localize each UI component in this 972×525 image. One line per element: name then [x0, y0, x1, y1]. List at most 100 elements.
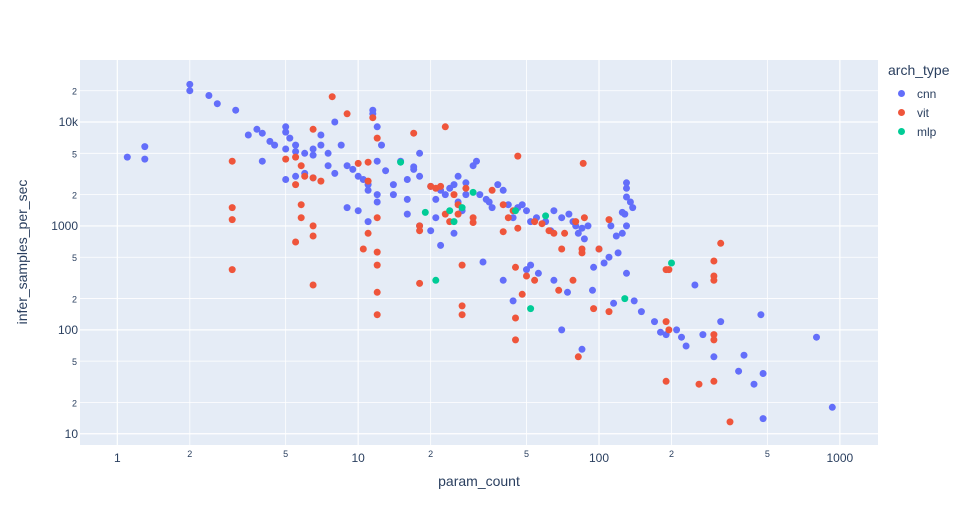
- point-vit[interactable]: [282, 155, 290, 163]
- point-cnn[interactable]: [373, 123, 381, 131]
- point-cnn[interactable]: [623, 269, 630, 277]
- point-vit[interactable]: [354, 159, 362, 167]
- point-vit[interactable]: [514, 152, 522, 160]
- point-mlp[interactable]: [668, 259, 675, 267]
- point-vit[interactable]: [578, 249, 586, 257]
- point-vit[interactable]: [580, 214, 588, 222]
- point-cnn[interactable]: [354, 172, 362, 180]
- point-cnn[interactable]: [337, 141, 345, 149]
- point-vit[interactable]: [292, 153, 300, 161]
- point-cnn[interactable]: [485, 198, 493, 206]
- point-vit[interactable]: [373, 311, 381, 319]
- point-cnn[interactable]: [317, 141, 325, 149]
- point-cnn[interactable]: [691, 281, 699, 289]
- point-cnn[interactable]: [717, 318, 725, 326]
- point-cnn[interactable]: [509, 214, 517, 222]
- legend-item-mlp[interactable]: mlp: [888, 122, 949, 141]
- point-vit[interactable]: [309, 125, 317, 133]
- point-cnn[interactable]: [740, 351, 748, 359]
- point-cnn[interactable]: [364, 218, 372, 226]
- point-cnn[interactable]: [550, 276, 558, 284]
- point-vit[interactable]: [558, 245, 566, 253]
- point-mlp[interactable]: [621, 295, 629, 303]
- point-cnn[interactable]: [473, 157, 480, 165]
- point-vit[interactable]: [590, 305, 598, 313]
- point-vit[interactable]: [488, 186, 496, 194]
- point-vit[interactable]: [450, 191, 458, 199]
- point-cnn[interactable]: [437, 241, 445, 249]
- point-vit[interactable]: [416, 279, 424, 287]
- point-cnn[interactable]: [637, 308, 645, 316]
- point-cnn[interactable]: [759, 370, 767, 377]
- point-cnn[interactable]: [759, 415, 767, 423]
- point-cnn[interactable]: [450, 229, 458, 237]
- point-vit[interactable]: [726, 418, 734, 426]
- point-cnn[interactable]: [523, 207, 530, 215]
- point-cnn[interactable]: [141, 155, 149, 163]
- point-vit[interactable]: [416, 222, 424, 230]
- point-cnn[interactable]: [432, 214, 440, 222]
- point-vit[interactable]: [373, 288, 381, 296]
- point-vit[interactable]: [297, 214, 305, 222]
- point-cnn[interactable]: [403, 210, 411, 218]
- point-cnn[interactable]: [373, 198, 381, 206]
- point-cnn[interactable]: [427, 227, 435, 235]
- point-cnn[interactable]: [205, 92, 213, 99]
- point-cnn[interactable]: [364, 186, 372, 194]
- point-cnn[interactable]: [614, 249, 622, 257]
- point-cnn[interactable]: [699, 331, 707, 339]
- point-mlp[interactable]: [512, 207, 519, 215]
- point-vit[interactable]: [364, 229, 372, 237]
- point-cnn[interactable]: [286, 134, 294, 142]
- point-vit[interactable]: [499, 201, 507, 209]
- point-cnn[interactable]: [317, 131, 325, 139]
- point-vit[interactable]: [373, 248, 381, 256]
- point-vit[interactable]: [454, 210, 462, 218]
- point-cnn[interactable]: [282, 145, 290, 153]
- point-cnn[interactable]: [612, 232, 620, 240]
- point-cnn[interactable]: [141, 143, 149, 151]
- legend-item-cnn[interactable]: cnn: [888, 84, 949, 103]
- point-cnn[interactable]: [682, 342, 690, 350]
- point-vit[interactable]: [710, 276, 718, 284]
- point-cnn[interactable]: [623, 179, 630, 187]
- point-cnn[interactable]: [373, 191, 381, 199]
- point-cnn[interactable]: [509, 297, 517, 305]
- point-cnn[interactable]: [558, 326, 566, 334]
- point-cnn[interactable]: [324, 162, 332, 170]
- point-vit[interactable]: [550, 229, 558, 237]
- point-cnn[interactable]: [186, 80, 194, 88]
- point-cnn[interactable]: [499, 276, 507, 284]
- point-vit[interactable]: [514, 224, 522, 232]
- point-vit[interactable]: [665, 326, 673, 334]
- point-vit[interactable]: [373, 134, 381, 142]
- point-cnn[interactable]: [565, 210, 573, 218]
- point-cnn[interactable]: [331, 118, 339, 126]
- legend-item-vit[interactable]: vit: [888, 103, 949, 122]
- point-vit[interactable]: [574, 353, 582, 361]
- point-vit[interactable]: [518, 290, 526, 298]
- point-cnn[interactable]: [378, 141, 385, 149]
- point-cnn[interactable]: [441, 191, 449, 199]
- point-vit[interactable]: [595, 245, 603, 253]
- point-vit[interactable]: [662, 318, 670, 326]
- point-vit[interactable]: [499, 228, 507, 236]
- point-vit[interactable]: [297, 162, 305, 170]
- point-cnn[interactable]: [527, 261, 535, 269]
- point-vit[interactable]: [309, 232, 317, 240]
- point-cnn[interactable]: [244, 131, 252, 139]
- point-vit[interactable]: [717, 239, 725, 247]
- point-cnn[interactable]: [813, 333, 820, 341]
- point-vit[interactable]: [462, 184, 470, 192]
- point-mlp[interactable]: [446, 207, 454, 215]
- point-mlp[interactable]: [469, 188, 477, 196]
- point-vit[interactable]: [458, 302, 466, 310]
- point-cnn[interactable]: [403, 176, 411, 183]
- point-vit[interactable]: [512, 336, 519, 344]
- point-vit[interactable]: [504, 214, 512, 222]
- point-vit[interactable]: [695, 380, 703, 388]
- point-cnn[interactable]: [623, 193, 630, 201]
- point-cnn[interactable]: [266, 137, 274, 145]
- point-cnn[interactable]: [494, 181, 502, 189]
- point-mlp[interactable]: [421, 208, 429, 216]
